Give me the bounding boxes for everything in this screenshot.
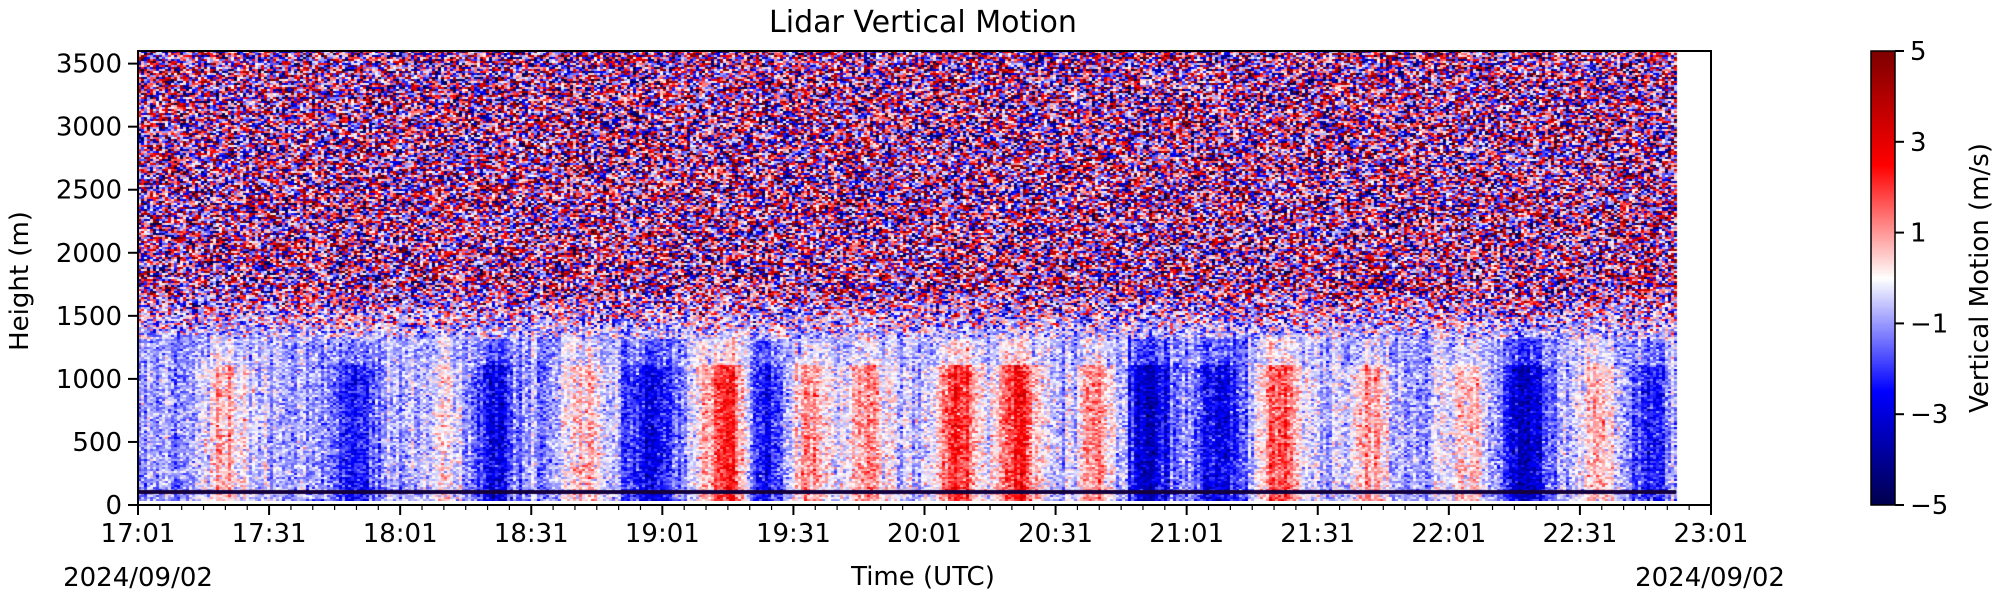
x-tick-label: 23:01 <box>1674 519 1749 549</box>
y-tick-label: 2000 <box>56 239 122 269</box>
y-tick-label: 1500 <box>56 302 122 332</box>
colorbar-ticks: 5 3 1 −1 −3 −5 <box>1895 37 1948 521</box>
x-tick-label: 19:31 <box>756 519 831 549</box>
colorbar-tick-label: −3 <box>1910 400 1948 430</box>
x-tick-label: 20:31 <box>1018 519 1093 549</box>
y-tick-label: 0 <box>105 491 122 521</box>
colorbar-tick-label: 1 <box>1910 219 1927 249</box>
colorbar-gradient <box>1871 51 1895 505</box>
x-tick-label: 21:01 <box>1149 519 1224 549</box>
chart-title: Lidar Vertical Motion <box>769 5 1077 40</box>
y-tick-label: 2500 <box>56 176 122 206</box>
y-tick-label: 3000 <box>56 113 122 143</box>
x-tick-label: 18:31 <box>494 519 569 549</box>
y-tick-label: 1000 <box>56 365 122 395</box>
x-tick-label: 19:01 <box>625 519 700 549</box>
x-tick-label: 18:01 <box>363 519 438 549</box>
colorbar-tick-label: −1 <box>1910 309 1948 339</box>
x-tick-label: 22:01 <box>1411 519 1486 549</box>
date-label-right: 2024/09/02 <box>1635 563 1785 593</box>
colorbar-tick-label: 5 <box>1910 37 1927 67</box>
y-tick-label: 3500 <box>56 50 122 80</box>
colorbar-tick-label: 3 <box>1910 128 1927 158</box>
x-tick-label: 20:01 <box>887 519 962 549</box>
y-axis-label: Height (m) <box>5 211 35 351</box>
colorbar-label: Vertical Motion (m/s) <box>1965 143 1995 413</box>
x-ticks: 17:01 17:31 18:01 18:31 19:01 19:31 20:01 20:31… <box>101 505 1749 549</box>
x-tick-label: 17:01 <box>101 519 176 549</box>
date-label-left: 2024/09/02 <box>63 563 213 593</box>
x-tick-label: 22:31 <box>1542 519 1617 549</box>
colorbar-frame <box>1870 50 1896 506</box>
x-axis-label: Time (UTC) <box>850 562 995 592</box>
y-ticks: 0 500 1000 1500 2000 2500 3000 3500 <box>56 50 138 521</box>
plot-frame <box>137 50 1712 506</box>
colorbar-tick-label: −5 <box>1910 491 1948 521</box>
heatmap-plot-area <box>138 51 1701 501</box>
y-tick-label: 500 <box>72 428 122 458</box>
x-tick-label: 21:31 <box>1280 519 1355 549</box>
x-tick-label: 17:31 <box>232 519 307 549</box>
